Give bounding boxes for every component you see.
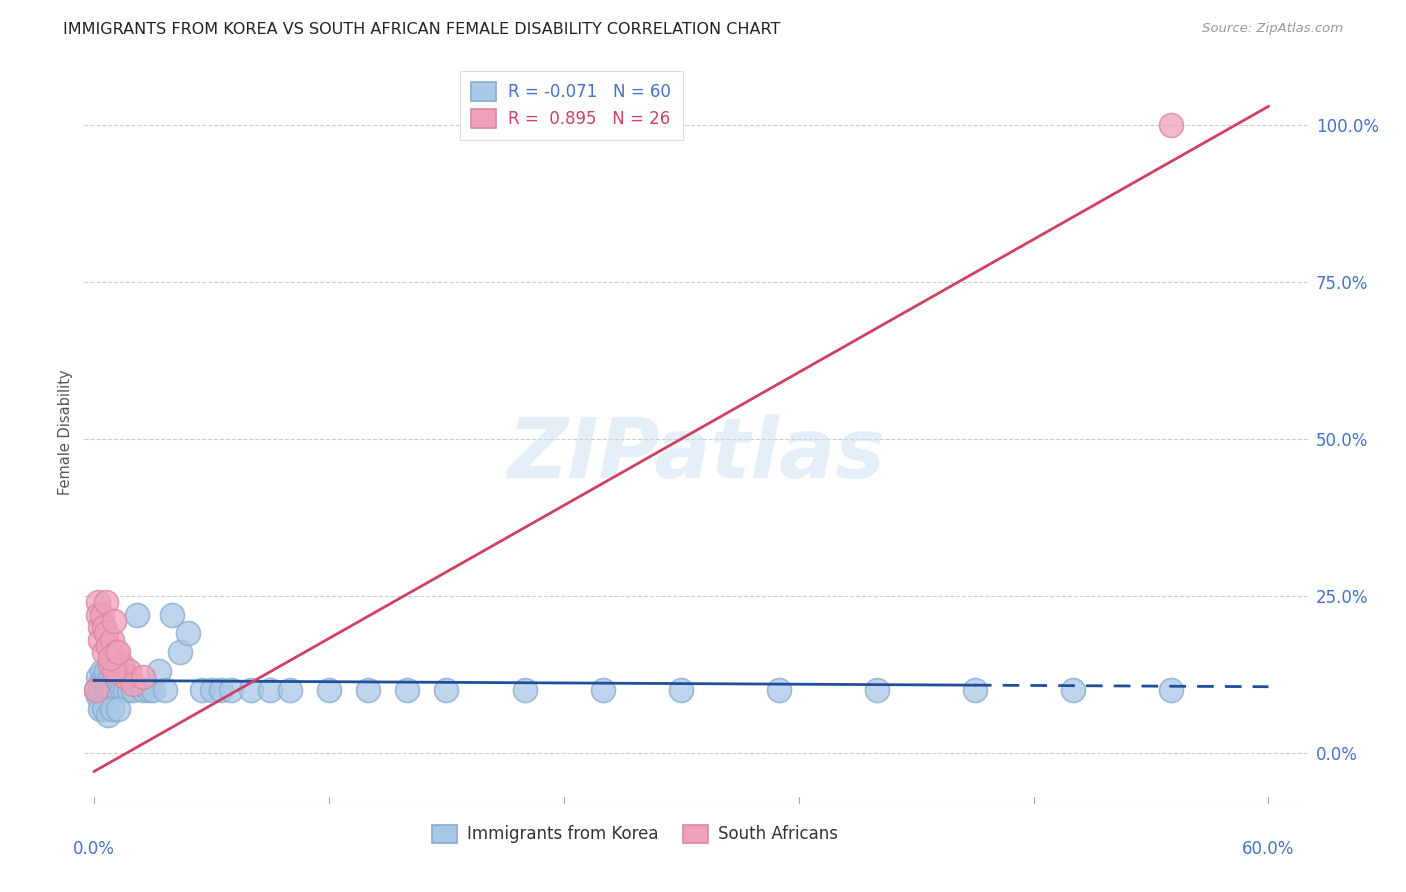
Point (104, 645, 127, 659)
Point (866, 682, 889, 697)
Point (103, 664, 125, 678)
Point (93, 701, 115, 715)
Point (100, 701, 122, 715)
Point (110, 682, 132, 697)
Point (671, 682, 693, 697)
Point (1160, 118, 1182, 132)
Point (94, 595, 117, 609)
Point (108, 676, 131, 690)
Point (97, 708, 120, 723)
Point (963, 682, 986, 697)
Point (142, 682, 165, 697)
Point (132, 670, 155, 684)
Point (107, 664, 129, 678)
Point (94, 664, 117, 678)
Point (138, 682, 160, 697)
Text: Source: ZipAtlas.com: Source: ZipAtlas.com (1202, 22, 1343, 36)
Point (93, 645, 115, 659)
Y-axis label: Female Disability: Female Disability (58, 370, 73, 495)
Point (107, 645, 129, 659)
Text: 0.0%: 0.0% (73, 840, 115, 858)
Point (1160, 682, 1182, 697)
Point (110, 657, 132, 672)
Point (89, 620, 111, 634)
Point (94, 626, 117, 640)
Point (89, 632, 111, 647)
Point (98, 689, 121, 703)
Point (84, 682, 107, 697)
Point (87, 595, 110, 609)
Point (162, 607, 184, 622)
Text: 60.0%: 60.0% (1243, 840, 1295, 858)
Point (107, 701, 129, 715)
Point (318, 682, 340, 697)
Point (209, 682, 232, 697)
Point (93, 670, 115, 684)
Point (357, 682, 380, 697)
Point (153, 682, 176, 697)
Point (200, 682, 222, 697)
Point (436, 682, 458, 697)
Point (112, 664, 135, 678)
Point (148, 664, 170, 678)
Point (114, 670, 136, 684)
Point (93, 620, 115, 634)
Point (87, 670, 110, 684)
Point (91, 682, 114, 697)
Point (107, 682, 129, 697)
Point (103, 682, 125, 697)
Point (114, 682, 136, 697)
Point (219, 682, 242, 697)
Point (97, 682, 120, 697)
Point (93, 676, 115, 690)
Point (118, 664, 141, 678)
Point (97, 639, 120, 653)
Point (84, 682, 107, 697)
Point (91, 664, 114, 678)
Legend: Immigrants from Korea, South Africans: Immigrants from Korea, South Africans (425, 818, 845, 850)
Point (513, 682, 536, 697)
Point (89, 682, 111, 697)
Point (118, 682, 141, 697)
Point (89, 701, 111, 715)
Text: ZIPatlas: ZIPatlas (508, 414, 884, 495)
Text: IMMIGRANTS FROM KOREA VS SOUTH AFRICAN FEMALE DISABILITY CORRELATION CHART: IMMIGRANTS FROM KOREA VS SOUTH AFRICAN F… (63, 22, 780, 37)
Point (98, 670, 121, 684)
Point (396, 682, 419, 697)
Point (89, 676, 111, 690)
Point (259, 682, 281, 697)
Point (278, 682, 301, 697)
Point (132, 682, 155, 697)
Point (239, 682, 262, 697)
Point (177, 626, 200, 640)
Point (98, 651, 121, 665)
Point (169, 645, 191, 659)
Point (91, 607, 114, 622)
Point (122, 676, 145, 690)
Point (94, 682, 117, 697)
Point (104, 670, 127, 684)
Point (191, 682, 214, 697)
Point (100, 676, 122, 690)
Point (87, 689, 110, 703)
Point (98, 657, 121, 672)
Point (100, 632, 122, 647)
Point (1062, 682, 1084, 697)
Point (103, 614, 125, 628)
Point (768, 682, 790, 697)
Point (592, 682, 614, 697)
Point (122, 682, 145, 697)
Point (103, 651, 125, 665)
Point (87, 607, 110, 622)
Point (127, 607, 149, 622)
Point (97, 676, 120, 690)
Point (100, 682, 122, 697)
Point (103, 664, 125, 678)
